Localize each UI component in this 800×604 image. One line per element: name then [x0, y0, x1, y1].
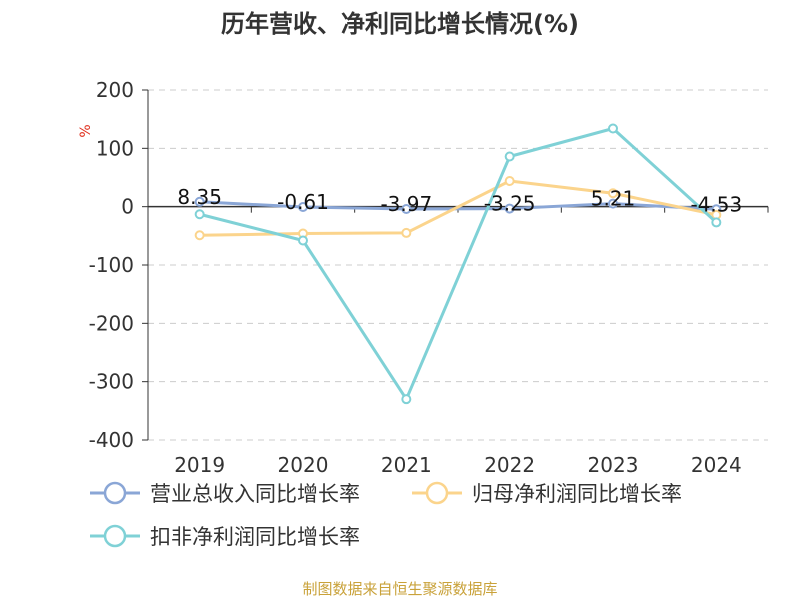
legend-item-3[interactable]: 扣非净利润同比增长率: [90, 524, 360, 549]
y-tick-label: 0: [121, 195, 134, 219]
data-label: -3.97: [380, 192, 432, 216]
y-tick-label: 200: [96, 78, 134, 102]
series-lines: [194, 123, 722, 405]
legend-item-2[interactable]: 归母净利润同比增长率: [412, 481, 682, 506]
legend-label: 扣非净利润同比增长率: [150, 525, 360, 549]
x-tick-label: 2024: [691, 453, 742, 477]
legend-marker-icon: [425, 481, 449, 505]
y-axis-label: %: [78, 124, 94, 137]
x-tick-label: 2023: [588, 453, 639, 477]
data-point[interactable]: [608, 188, 618, 199]
x-tick-label: 2019: [174, 453, 225, 477]
y-tick-label: -100: [89, 253, 134, 277]
y-tick-label: -300: [89, 370, 134, 394]
data-point[interactable]: [608, 123, 618, 134]
series-line-2: [199, 179, 717, 237]
y-tick-label: -400: [89, 428, 134, 452]
x-tick-label: 2020: [278, 453, 329, 477]
legend-marker-icon: [103, 481, 127, 505]
legend-marker-icon: [103, 524, 127, 548]
data-point[interactable]: [504, 203, 515, 214]
data-point[interactable]: [711, 217, 722, 228]
y-tick-label: -200: [89, 311, 134, 335]
source-note: 制图数据来自恒生聚源数据库: [302, 580, 497, 598]
data-label: 5.21: [591, 187, 636, 211]
legend-label: 营业总收入同比增长率: [150, 482, 360, 506]
data-point[interactable]: [298, 235, 308, 246]
series-line-1: [199, 200, 717, 211]
legend-item-1[interactable]: 营业总收入同比增长率: [90, 481, 360, 506]
legend-label: 归母净利润同比增长率: [472, 482, 682, 506]
data-label: 8.35: [177, 185, 222, 209]
grid-lines: [148, 89, 768, 441]
data-point[interactable]: [194, 209, 205, 220]
x-tick-label: 2022: [484, 453, 535, 477]
data-labels: 8.35 -0.61 -3.97 -3.25 5.21 -4.53: [177, 185, 742, 217]
data-point[interactable]: [194, 230, 205, 241]
data-point[interactable]: [401, 227, 412, 238]
series-line-3: [199, 127, 718, 401]
data-point[interactable]: [298, 202, 308, 213]
data-point[interactable]: [608, 198, 618, 209]
data-point[interactable]: [194, 196, 205, 207]
axes: 200 100 0 -100 -200 -300 -400 2019 2020 2021 2022 2…: [89, 78, 769, 477]
data-point[interactable]: [504, 151, 515, 162]
data-label: -3.25: [484, 192, 536, 216]
chart-title: 历年营收、净利同比增长情况(%): [221, 10, 579, 38]
data-point[interactable]: [401, 203, 412, 214]
x-tick-label: 2021: [381, 453, 432, 477]
y-tick-label: 100: [96, 136, 134, 160]
data-label: -4.53: [690, 192, 742, 216]
data-point[interactable]: [504, 176, 515, 186]
data-point[interactable]: [401, 394, 412, 405]
data-label: -0.61: [277, 190, 329, 214]
